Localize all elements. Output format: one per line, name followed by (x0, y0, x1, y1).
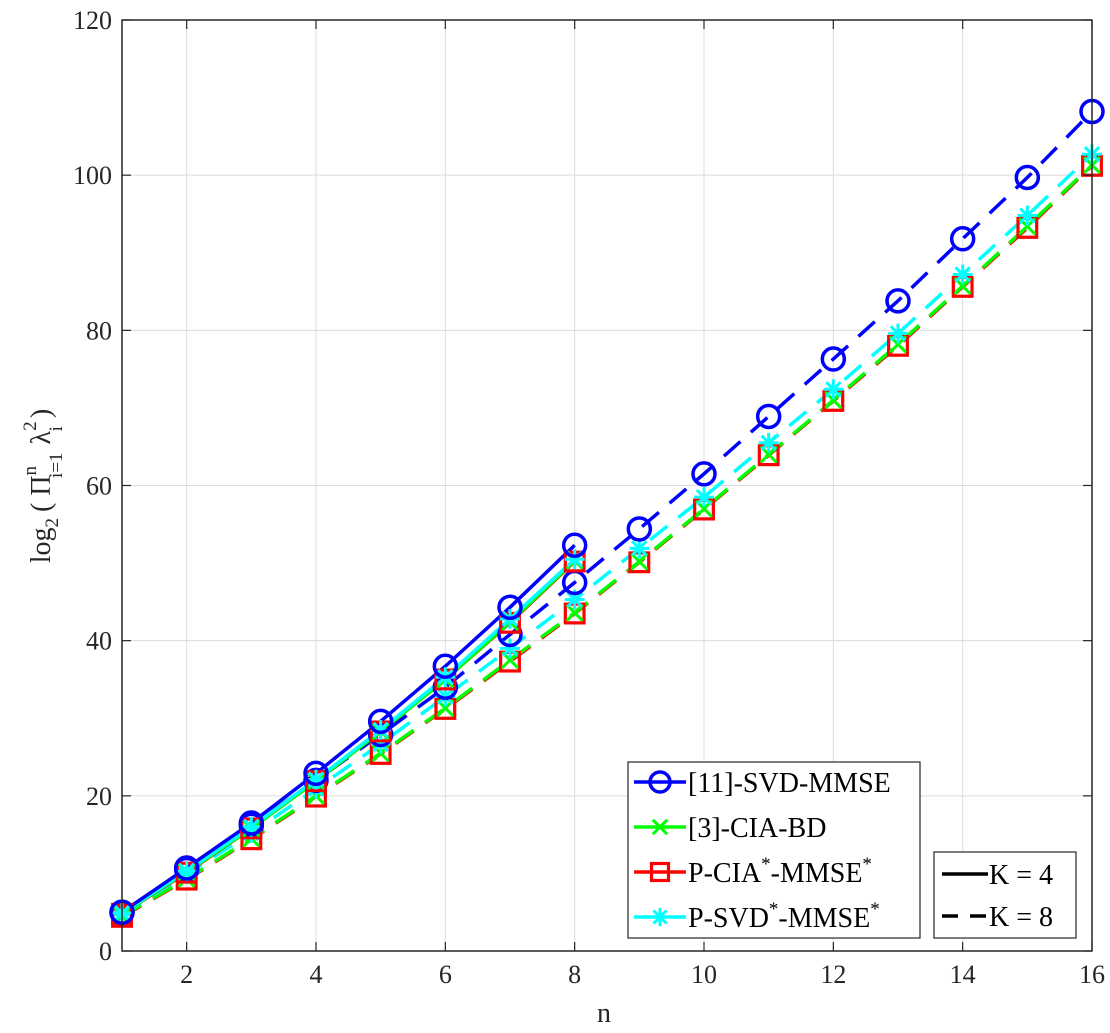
star-marker (888, 323, 908, 344)
circle-marker (238, 810, 265, 836)
y-tick-label: 0 (99, 937, 112, 966)
x-tick-label: 10 (691, 960, 717, 989)
legend-label-psvd: P-SVD*-MMSE* (688, 899, 880, 934)
x-marker (630, 552, 649, 571)
circle-marker (561, 532, 588, 558)
x-tick-label: 16 (1079, 960, 1105, 989)
circle-marker (820, 346, 847, 372)
y-tick-label: 80 (86, 316, 112, 345)
circle-marker (648, 770, 672, 794)
circle-marker (367, 708, 394, 735)
x-tick-label: 12 (820, 960, 846, 989)
star-marker (694, 487, 714, 508)
star-marker (952, 264, 973, 285)
y-tick-label: 60 (86, 472, 112, 501)
x-tick-label: 6 (439, 960, 452, 989)
x-tick-label: 8 (568, 960, 581, 989)
legend-k-label: K = 4 (989, 860, 1053, 891)
star-marker (758, 432, 779, 453)
legend-k: K = 4 K = 8 (933, 851, 1077, 939)
circle-marker (173, 855, 200, 881)
circle-marker (497, 594, 523, 621)
legend-label-cia: [3]-CIA-BD (688, 813, 826, 844)
y-tick-label: 100 (73, 161, 112, 190)
circle-marker (1014, 164, 1041, 191)
circle-marker (885, 288, 911, 314)
legend-box (627, 761, 921, 939)
legend-methods: [11]-SVD-MMSE [3]-CIA-BD P-CIA*-MMSE* P-SVD… (627, 761, 921, 939)
circle-marker (691, 461, 717, 487)
x-axis-label: n (597, 998, 611, 1028)
circle-marker (755, 403, 782, 430)
legend-label-pcia: P-CIA*-MMSE* (688, 854, 872, 889)
star-marker (651, 908, 669, 926)
x-tick-label: 4 (310, 960, 323, 989)
star-marker (823, 379, 844, 400)
series-markers (109, 98, 1105, 928)
x-tick-label: 14 (950, 960, 976, 989)
y-tick-label: 20 (86, 782, 112, 811)
x-marker (651, 818, 669, 836)
x-marker (565, 603, 584, 622)
circle-marker (949, 226, 976, 252)
circle-marker (432, 653, 459, 680)
x-tick-label: 2 (180, 960, 193, 989)
circle-marker (626, 516, 653, 542)
y-tick-label: 40 (86, 627, 112, 656)
square-marker (649, 861, 671, 883)
legend-k-label: K = 8 (989, 902, 1053, 933)
series-line-psvd-k8 (121, 152, 1094, 917)
series-line-cia-k8 (121, 163, 1094, 918)
star-marker (564, 589, 585, 610)
legend-k-box (933, 851, 1077, 939)
star-marker (1017, 205, 1038, 226)
legend-label-svd: [11]-SVD-MMSE (688, 768, 891, 799)
star-marker (629, 538, 650, 559)
circle-marker (303, 760, 329, 787)
y-tick-label: 120 (73, 6, 112, 35)
axis-ticks: 2 4 6 8 10 12 14 16 0 20 40 60 80 100 120 (73, 6, 1105, 989)
y-axis-label: log2( Πn i=1λ2 i) (20, 409, 67, 564)
